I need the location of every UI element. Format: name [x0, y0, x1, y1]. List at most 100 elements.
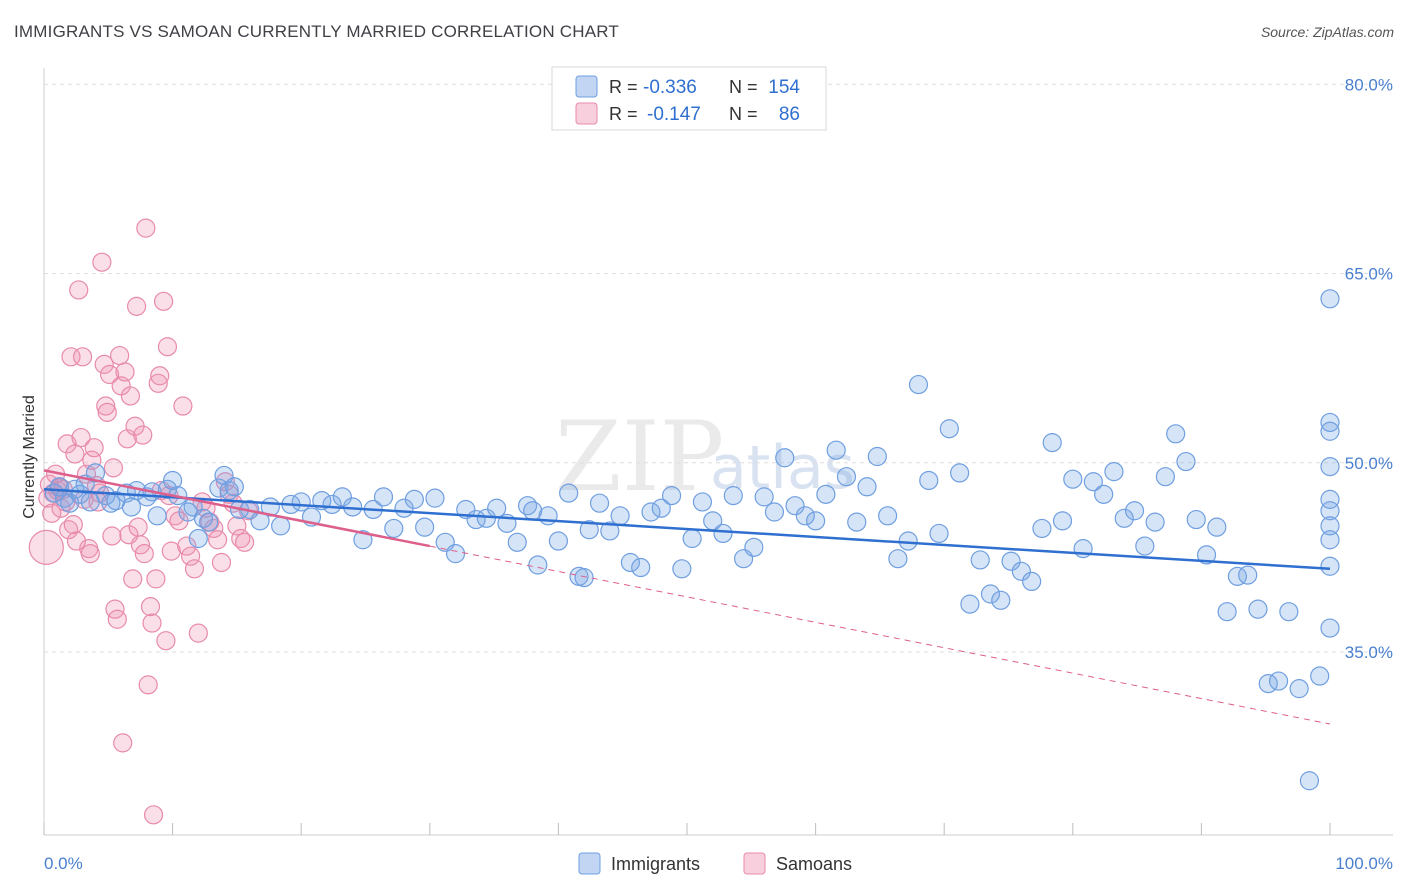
samoans-point: [82, 450, 102, 470]
samoans-point: [181, 546, 201, 566]
bottom-legend: Immigrants Samoans: [578, 852, 852, 875]
samoans-point: [133, 425, 153, 445]
immigrants-point: [795, 506, 815, 526]
immigrants-point: [332, 487, 352, 507]
legend-n-label: N =: [729, 104, 758, 124]
samoans-point: [177, 536, 197, 556]
immigrants-point: [775, 448, 795, 468]
samoans-point: [134, 544, 154, 564]
samoans-point: [92, 252, 112, 272]
immigrants-point: [384, 518, 404, 539]
immigrants-point: [1186, 509, 1206, 530]
immigrants-point: [805, 511, 826, 531]
immigrants-point: [1320, 501, 1340, 521]
y-tick-label: 80.0%: [1345, 75, 1393, 94]
samoans-point: [227, 516, 247, 536]
samoans-point: [66, 531, 87, 551]
immigrants-point: [631, 557, 651, 578]
legend-box: [551, 66, 827, 131]
immigrants-point: [487, 498, 507, 518]
immigrants-point: [121, 497, 142, 517]
immigrants-point: [271, 516, 291, 536]
legend-r-label: R =: [609, 104, 638, 124]
samoans-point: [63, 515, 83, 535]
samoans-series: [28, 218, 259, 825]
immigrants-point: [600, 521, 620, 541]
immigrants-point: [1114, 508, 1134, 528]
immigrants-point: [1320, 289, 1340, 309]
samoans-point: [113, 733, 133, 753]
bottom-legend-swatch-immigrants: [578, 852, 601, 875]
samoans-point: [146, 569, 166, 589]
immigrants-point: [857, 477, 877, 497]
immigrants-point: [445, 544, 466, 564]
top-legend: R = -0.336 N = 154 R = -0.147 N = 86: [551, 66, 827, 131]
samoans-point: [84, 438, 104, 458]
immigrants-point: [939, 419, 959, 439]
legend-n-value: 86: [779, 104, 800, 125]
legend-r-label: R =: [609, 77, 638, 97]
immigrants-point: [1094, 484, 1114, 504]
immigrants-point: [1320, 618, 1340, 638]
immigrants-point: [641, 502, 661, 522]
immigrants-point: [1145, 512, 1165, 532]
immigrants-point: [163, 470, 183, 491]
immigrants-point: [929, 523, 949, 544]
legend-swatch-samoans: [575, 102, 598, 125]
samoans-point: [71, 427, 91, 448]
immigrants-point: [1320, 489, 1340, 509]
immigrants-point: [744, 537, 764, 557]
x-tick-label: 100.0%: [1335, 854, 1393, 873]
immigrants-point: [970, 550, 990, 570]
samoans-point: [184, 559, 205, 579]
immigrants-point: [1176, 451, 1196, 472]
immigrants-point: [404, 489, 424, 509]
samoans-point: [150, 366, 170, 386]
samoans-point: [128, 517, 148, 537]
samoans-point: [143, 805, 164, 825]
samoans-point: [156, 631, 176, 651]
immigrants-point: [1310, 666, 1330, 686]
immigrants-point: [898, 531, 918, 551]
samoans-trendline: [43, 469, 431, 548]
samoans-point: [120, 386, 141, 406]
x-tick-label: 0.0%: [44, 854, 83, 873]
immigrants-point: [548, 531, 569, 551]
samoans-point: [208, 530, 228, 550]
immigrants-point: [1320, 530, 1340, 550]
legend-swatch-immigrants: [575, 75, 598, 98]
watermark-atlas: atlas: [710, 433, 855, 503]
immigrants-point: [1155, 467, 1175, 487]
immigrants-point: [1032, 518, 1052, 539]
samoans-point: [204, 518, 224, 539]
immigrants-point: [1104, 462, 1124, 482]
immigrants-point: [661, 486, 682, 506]
immigrants-trendline: [43, 488, 1331, 571]
bottom-legend-label-samoans: Samoans: [776, 854, 852, 874]
legend-n-value: 154: [768, 77, 800, 98]
samoans-point: [102, 526, 122, 546]
immigrants-point: [1227, 566, 1248, 586]
immigrants-point: [574, 568, 594, 588]
immigrants-point: [1320, 456, 1340, 477]
immigrants-point: [589, 493, 610, 513]
immigrants-point: [867, 446, 887, 467]
immigrants-point: [713, 523, 733, 544]
samoans-point: [99, 364, 120, 385]
source-label: Source: ZipAtlas.com: [1260, 24, 1394, 40]
immigrants-point: [610, 506, 630, 526]
immigrants-point: [1083, 472, 1103, 492]
trendlines: [43, 469, 1331, 725]
immigrants-point: [188, 528, 208, 549]
legend-r-value: -0.147: [647, 104, 701, 125]
y-tick-label: 35.0%: [1345, 643, 1393, 662]
samoans-point: [65, 444, 85, 464]
immigrants-point: [224, 477, 244, 497]
immigrants-point: [836, 467, 857, 487]
immigrants-point: [620, 552, 641, 573]
samoans-point: [235, 532, 255, 552]
immigrants-point: [1022, 571, 1042, 592]
immigrants-point: [785, 496, 805, 516]
axes: [43, 68, 1393, 836]
